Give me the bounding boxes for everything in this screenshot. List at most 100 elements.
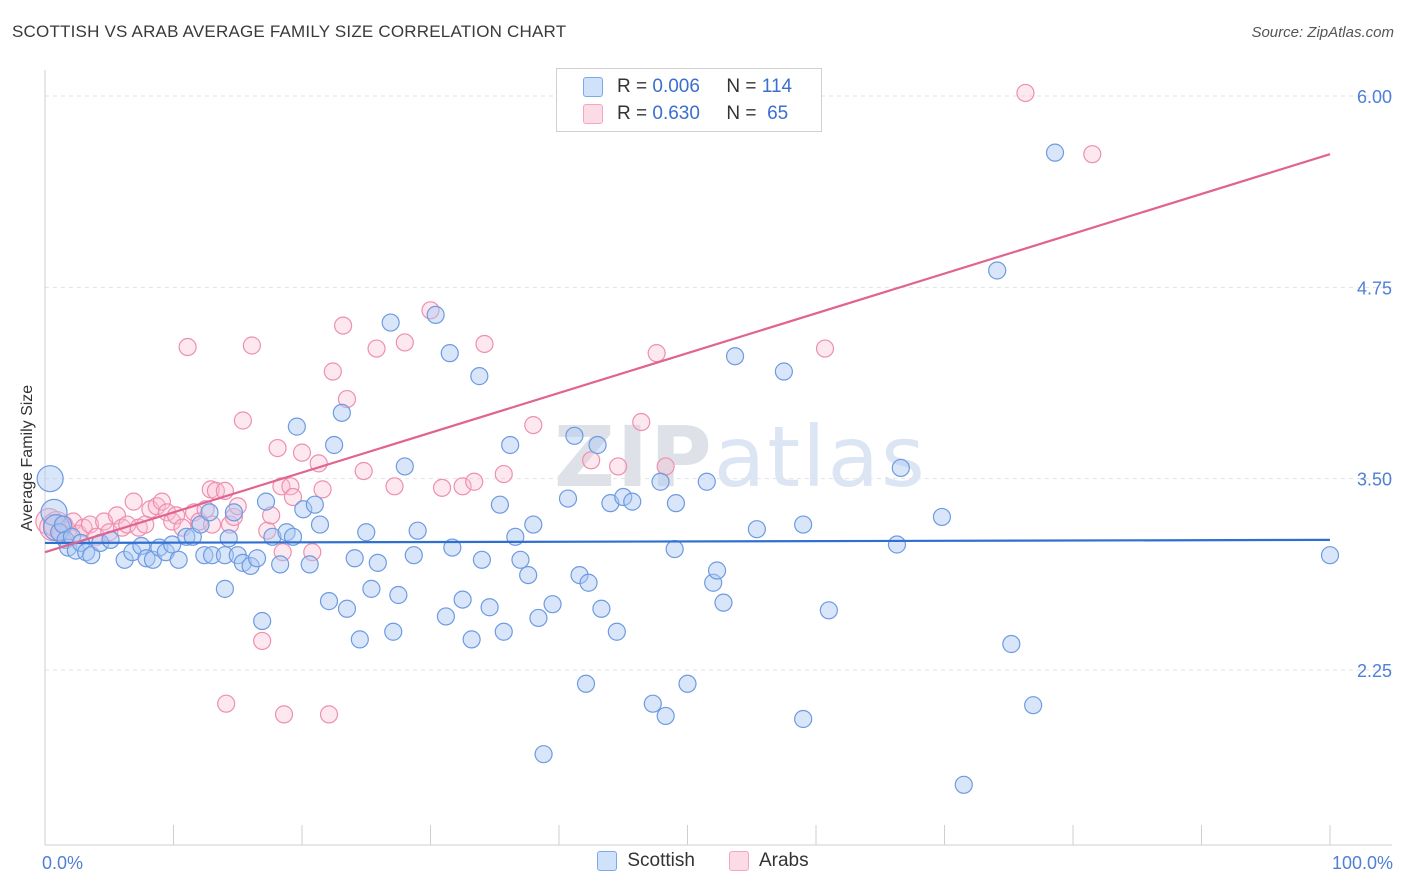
arabs-point (292, 443, 312, 462)
y-tick-label: 2.25 (1357, 661, 1392, 681)
scottish-point (819, 601, 838, 620)
scottish-point (453, 590, 472, 609)
legend-swatch-scottish (583, 77, 603, 97)
scottish-point (988, 261, 1007, 280)
scottish-point (36, 465, 64, 493)
tick-labels: 2.25 3.50 4.75 6.00 0.0% 100.0% (42, 87, 1393, 873)
scottish-point (592, 599, 611, 618)
scottish-point (263, 527, 282, 546)
legend-r-label: R = (617, 76, 648, 97)
scottish-point (470, 367, 489, 386)
arabs-point (274, 705, 294, 724)
scottish-point (725, 347, 745, 366)
arabs-point (242, 336, 261, 355)
scottish-point (932, 507, 952, 527)
arabs-point (656, 457, 675, 476)
arabs-point (262, 506, 281, 525)
arabs-point (432, 478, 452, 497)
scottish-point (565, 426, 584, 445)
scottish-point (202, 546, 222, 565)
scottish-point (82, 546, 101, 565)
arabs-point (283, 487, 303, 507)
scottish-point (436, 607, 456, 626)
scottish-swatch (597, 851, 618, 871)
scottish-point (643, 694, 662, 713)
scottish-point (200, 503, 219, 522)
legend-r-label: R = (617, 103, 648, 124)
scottish-point (215, 579, 234, 598)
scottish-point (511, 550, 530, 569)
scottish-point (345, 549, 364, 568)
scottish-point (294, 500, 313, 519)
scottish-point (656, 706, 675, 726)
scottish-point (665, 539, 684, 559)
arabs-point (465, 472, 484, 491)
scottish-point (357, 523, 376, 542)
scottish-point (215, 546, 234, 565)
scottish-point (408, 521, 427, 540)
arabs-point (334, 316, 353, 335)
arabs-point (323, 362, 342, 381)
arabs-point (815, 339, 835, 358)
legend-r-value: 0.006 (652, 76, 700, 97)
scottish-point (678, 674, 697, 693)
arabs-point (453, 477, 472, 496)
scottish-point (666, 494, 686, 513)
scottish-point (1045, 143, 1065, 162)
scottish-point (891, 458, 910, 478)
scottish-point (310, 515, 330, 534)
scottish-point (305, 495, 324, 514)
arabs-point (354, 461, 373, 481)
scottish-point (887, 535, 907, 554)
arabs-point (609, 457, 628, 476)
arabs-label: Arabs (758, 850, 809, 871)
scottish-point (747, 520, 766, 539)
axes (44, 70, 1392, 846)
arabs-point (152, 492, 172, 511)
legend-n-value: 65 (767, 103, 789, 124)
x-tick-label-min: 0.0% (42, 853, 83, 873)
scottish-point (277, 523, 296, 542)
scottish-point (472, 550, 491, 569)
scottish-point (368, 553, 387, 572)
scottish-point (774, 362, 793, 381)
arabs-point (647, 344, 666, 363)
scottish-point (300, 555, 319, 574)
legend-n-value: 114 (761, 76, 793, 97)
scottish-point (543, 595, 562, 614)
source-label: Source: ZipAtlas.com (1251, 24, 1394, 41)
scottish-point (163, 535, 182, 554)
arabs-point (281, 477, 300, 496)
scottish-point (440, 344, 459, 363)
scottish-point (697, 472, 716, 491)
arabs-point (395, 333, 414, 352)
scottish-label: Scottish (627, 850, 695, 871)
arabs-point (224, 507, 243, 527)
arabs-point (367, 339, 386, 358)
scottish-point (614, 487, 633, 507)
chart-title: SCOTTISH VS ARAB AVERAGE FAMILY SIZE COR… (12, 22, 567, 41)
scottish-point (443, 538, 462, 557)
scottish-point (954, 775, 973, 794)
scottish-point (588, 435, 607, 455)
arabs-point (582, 451, 601, 470)
arabs-point (337, 389, 357, 409)
arabs-point (217, 694, 236, 713)
legend-r-value: 0.630 (652, 103, 700, 124)
scottish-point (319, 592, 339, 611)
scottish-point (794, 515, 813, 534)
y-tick-label: 3.50 (1357, 470, 1392, 490)
scottish-point (576, 674, 596, 693)
arabs-point (1083, 145, 1102, 164)
scottish-point (191, 515, 210, 534)
arabs-points (35, 83, 1102, 724)
arabs-point (173, 518, 192, 537)
arabs-point (268, 438, 287, 458)
legend-swatch-arabs (583, 104, 603, 124)
arabs-swatch (728, 851, 749, 871)
scottish-point (325, 435, 344, 455)
scottish-point (195, 546, 214, 565)
scottish-point (579, 573, 598, 592)
scottish-point (253, 611, 272, 631)
scottish-point (607, 622, 626, 641)
